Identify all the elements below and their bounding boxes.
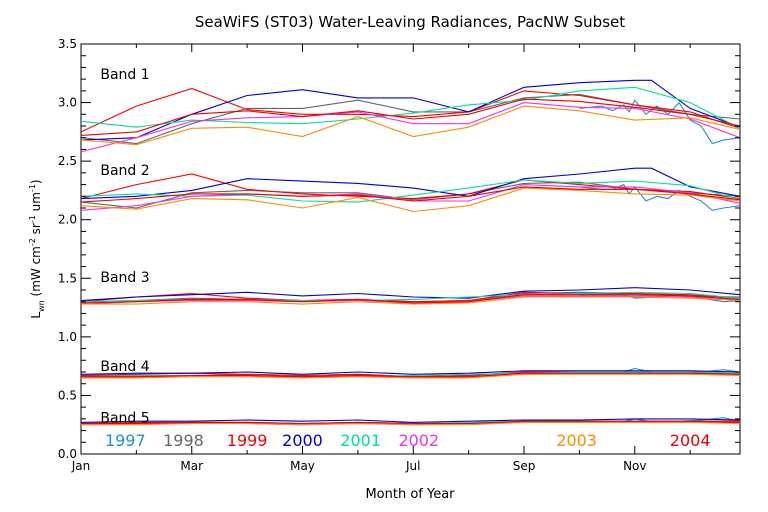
legend-item-2002: 2002 bbox=[398, 431, 439, 450]
legend-item-1999: 1999 bbox=[227, 431, 268, 450]
series-line-1997-band-1 bbox=[579, 99, 741, 145]
band-label-4: Band 4 bbox=[100, 359, 149, 375]
y-axis-label-exp2: -1 bbox=[28, 215, 37, 223]
y-tick-label: 0.5 bbox=[58, 388, 77, 402]
x-axis: Jan Mar May Jul Sep Nov bbox=[71, 44, 691, 473]
legend-item-2001: 2001 bbox=[340, 431, 381, 450]
y-tick-label: 2.5 bbox=[58, 154, 77, 168]
series-line-2003-band-1 bbox=[80, 105, 741, 146]
x-tick-label: Jul bbox=[405, 459, 420, 473]
series-line-2003-band-5 bbox=[81, 421, 741, 426]
series-line-2004-band-2 bbox=[80, 186, 741, 203]
series-line-2001-band-1 bbox=[80, 86, 741, 129]
y-axis-label-close: ) bbox=[29, 179, 43, 184]
x-tick-label: May bbox=[290, 459, 315, 473]
y-axis-label-end: um bbox=[29, 192, 43, 215]
band-label-5: Band 5 bbox=[100, 410, 149, 426]
series-line-2004-band-3 bbox=[80, 294, 741, 304]
series-line-2004-band-4 bbox=[81, 372, 741, 378]
legend-item-2004: 2004 bbox=[670, 431, 711, 450]
y-axis-label: Lwn (mW cm-2 sr-1 um-1) bbox=[28, 179, 46, 318]
y-axis-label-exp3: -1 bbox=[28, 184, 37, 192]
series-line-2004-band-1 bbox=[80, 98, 741, 136]
series-line-1999-band-3 bbox=[80, 291, 741, 303]
series-line-2003-band-3 bbox=[81, 296, 741, 305]
y-tick-label: 3.0 bbox=[58, 96, 77, 110]
band-label-2: Band 2 bbox=[100, 163, 149, 179]
legend-item-1998: 1998 bbox=[163, 431, 204, 450]
x-tick-label: Nov bbox=[623, 459, 646, 473]
series-layer bbox=[80, 79, 741, 426]
legend-item-2003: 2003 bbox=[556, 431, 597, 450]
band-label-3: Band 3 bbox=[100, 270, 149, 286]
series-line-2000-band-1 bbox=[80, 79, 741, 141]
chart-title: SeaWiFS (ST03) Water-Leaving Radiances, … bbox=[195, 13, 625, 31]
series-line-2003-band-2 bbox=[80, 187, 741, 213]
y-axis-label-mid: sr bbox=[29, 223, 43, 238]
x-tick-label: Jan bbox=[71, 459, 91, 473]
y-axis-label-main: L bbox=[29, 312, 43, 319]
x-tick-label: Mar bbox=[180, 459, 203, 473]
y-axis-label-units: (mW cm bbox=[29, 246, 43, 296]
series-line-2000-band-4 bbox=[80, 370, 741, 375]
y-tick-label: 2.0 bbox=[58, 213, 77, 227]
series-line-2000-band-5 bbox=[80, 418, 741, 423]
series-line-2000-band-2 bbox=[80, 167, 741, 200]
y-axis-label-exp1: -2 bbox=[28, 238, 37, 246]
y-tick-label: 0.0 bbox=[58, 447, 77, 461]
x-tick-label: Sep bbox=[513, 459, 536, 473]
y-tick-label: 1.0 bbox=[58, 330, 77, 344]
plot-frame bbox=[80, 43, 741, 455]
y-axis: 0.0 0.5 1.0 1.5 2.0 2.5 3.0 3.5 bbox=[58, 37, 740, 461]
band-labels: Band 1 Band 2 Band 3 Band 4 Band 5 bbox=[100, 67, 149, 426]
legend: 1997 1998 1999 2000 2001 2002 2003 2004 bbox=[105, 431, 711, 450]
series-line-2004-band-5 bbox=[81, 420, 741, 425]
legend-item-1997: 1997 bbox=[105, 431, 146, 450]
x-axis-label: Month of Year bbox=[365, 487, 455, 502]
legend-item-2000: 2000 bbox=[282, 431, 323, 450]
series-line-2002-band-2 bbox=[80, 184, 741, 211]
band-label-1: Band 1 bbox=[100, 67, 149, 83]
series-line-2002-band-1 bbox=[80, 102, 741, 153]
series-line-2000-band-3 bbox=[80, 287, 741, 302]
series-line-2003-band-4 bbox=[81, 373, 741, 379]
y-tick-label: 3.5 bbox=[58, 37, 77, 51]
y-axis-label-sub: wn bbox=[37, 300, 46, 312]
series-line-1999-band-1 bbox=[80, 87, 741, 133]
y-tick-label: 1.5 bbox=[58, 271, 77, 285]
